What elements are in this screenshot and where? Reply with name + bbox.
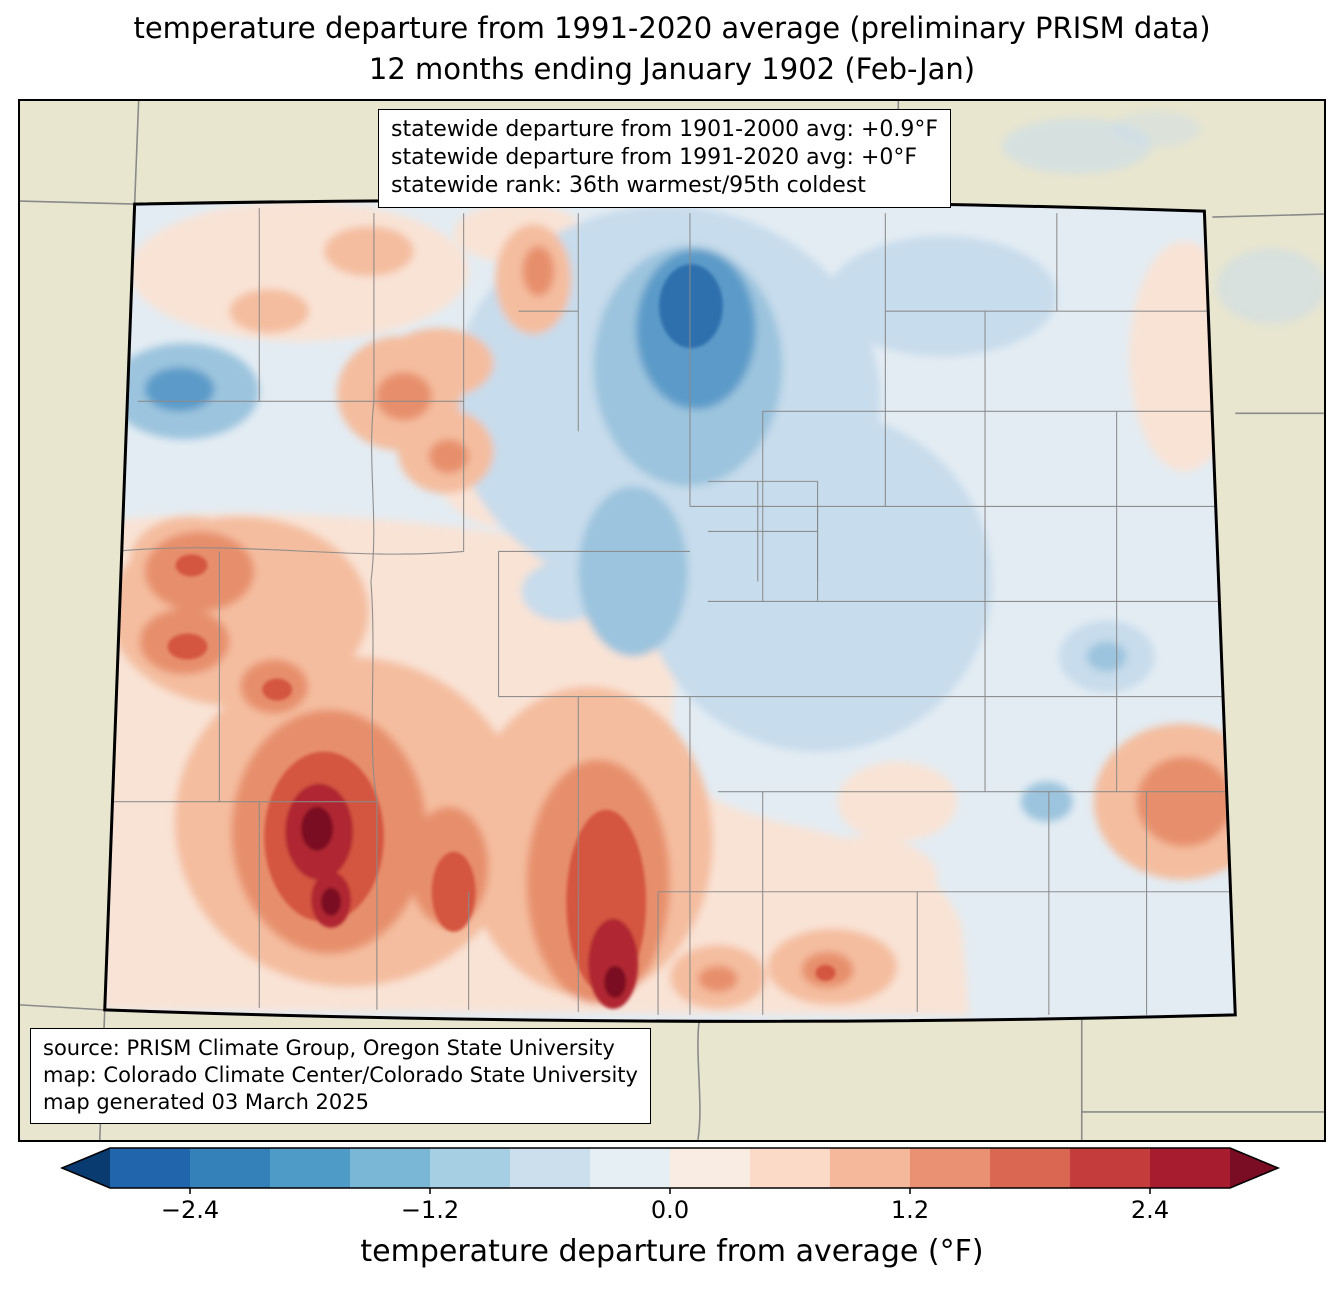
source-attribution-box: source: PRISM Climate Group, Oregon Stat… (30, 1028, 651, 1124)
map-frame: statewide departure from 1901-2000 avg: … (18, 99, 1326, 1142)
colorbar-left-arrow (62, 1148, 110, 1188)
stats-line-3: statewide rank: 36th warmest/95th coldes… (391, 173, 866, 199)
title-line-1: temperature departure from 1991-2020 ave… (133, 11, 1211, 45)
source-line-1: source: PRISM Climate Group, Oregon Stat… (43, 1036, 615, 1061)
stats-line-2: statewide departure from 1991-2020 avg: … (391, 145, 918, 171)
statewide-stats-box: statewide departure from 1901-2000 avg: … (378, 109, 952, 209)
colorbar-tick-label: 0.0 (650, 1196, 690, 1224)
source-line-3: map generated 03 March 2025 (43, 1090, 370, 1115)
map-canvas (20, 101, 1324, 1140)
colorbar-segments (110, 1148, 1231, 1188)
title-line-2: 12 months ending January 1902 (Feb-Jan) (368, 52, 976, 87)
colorbar-tick-label: 2.4 (1130, 1196, 1170, 1224)
anomaly-cores (167, 264, 836, 1009)
colorbar (60, 1147, 1281, 1194)
colorbar-tickmarks (189, 1188, 1151, 1194)
county-boundaries (107, 208, 1231, 1015)
colorbar-right-arrow (1230, 1148, 1278, 1188)
source-line-2: map: Colorado Climate Center/Colorado St… (43, 1063, 638, 1088)
colorbar-outline (60, 1147, 1281, 1189)
colorbar-axis-label: temperature departure from average (°F) (360, 1234, 984, 1269)
figure-title: temperature departure from 1991-2020 ave… (0, 8, 1344, 90)
state-interior (104, 200, 1236, 1022)
colorbar-tick-label: 1.2 (890, 1196, 930, 1224)
colorbar-tick-label: −1.2 (400, 1196, 460, 1224)
margin-data-patches (1001, 111, 1324, 325)
colorbar-tick-label: −2.4 (160, 1196, 220, 1224)
stats-line-1: statewide departure from 1901-2000 avg: … (391, 117, 939, 142)
